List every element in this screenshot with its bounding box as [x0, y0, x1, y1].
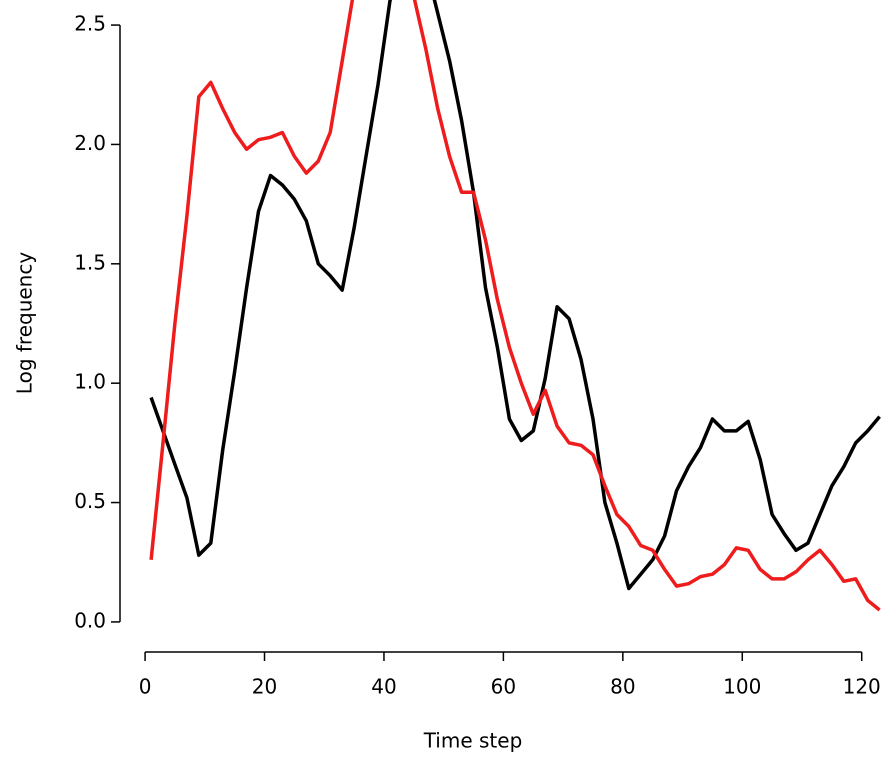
line-series — [149, 0, 881, 612]
x-tick-label: 20 — [252, 675, 277, 699]
y-tick-label: 2.0 — [74, 131, 106, 155]
x-tick-label: 100 — [723, 675, 761, 699]
x-tick-label: 40 — [371, 675, 396, 699]
y-tick-label: 2.5 — [74, 12, 106, 36]
x-tick-label: 120 — [843, 675, 881, 699]
y-axis-label: Log frequency — [13, 252, 37, 395]
x-axis-label: Time step — [423, 729, 523, 753]
y-tick-label: 0.0 — [74, 608, 106, 632]
plot-area — [149, 0, 881, 612]
x-tick-label: 0 — [139, 675, 152, 699]
line-series — [149, 0, 881, 591]
y-tick-label: 1.0 — [74, 370, 106, 394]
y-tick-label: 1.5 — [74, 250, 106, 274]
x-tick-label: 60 — [491, 675, 516, 699]
y-tick-label: 0.5 — [74, 489, 106, 513]
x-tick-label: 80 — [610, 675, 635, 699]
